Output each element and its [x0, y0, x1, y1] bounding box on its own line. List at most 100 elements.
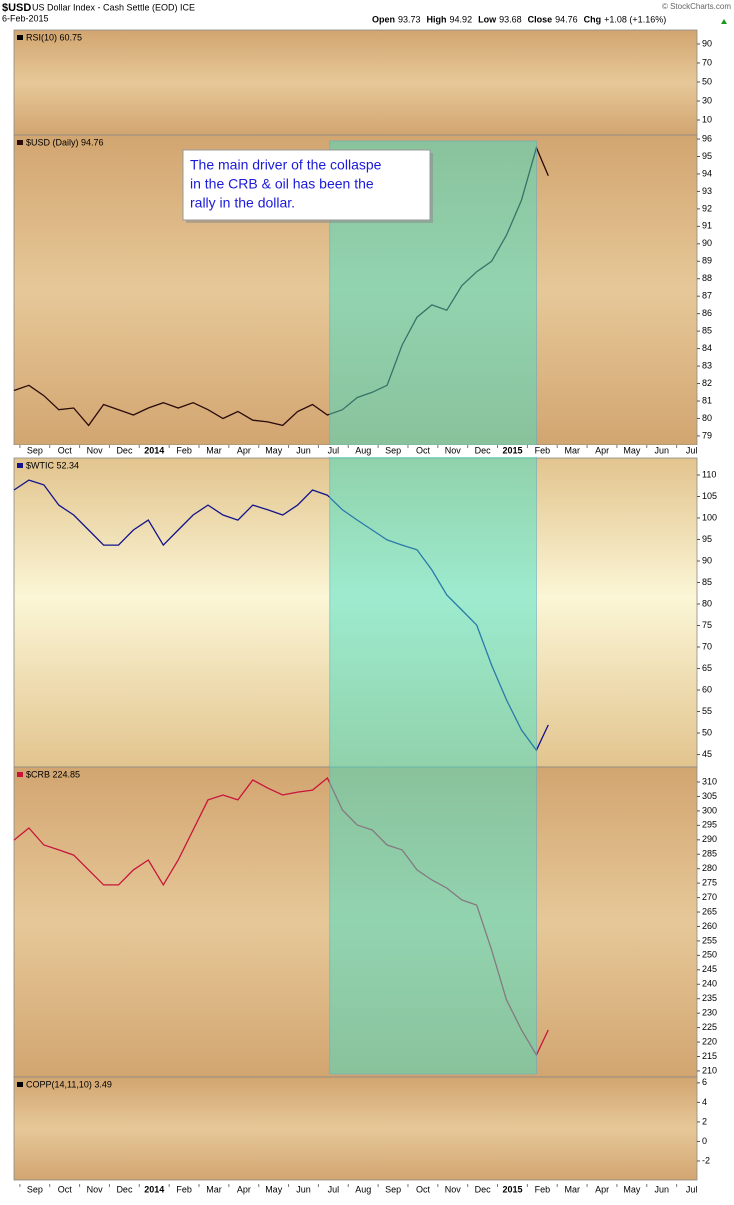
x-tick-label: Dec [116, 445, 133, 455]
x-tick-label: Nov [445, 1184, 462, 1194]
x-axis-band [0, 445, 734, 457]
y-tick-label: 280 [702, 863, 717, 873]
x-tick-label: Oct [58, 445, 73, 455]
y-tick-label: 90 [702, 238, 712, 248]
y-tick-label: -2 [702, 1155, 710, 1165]
y-tick-label: 86 [702, 308, 712, 318]
y-tick-label: 91 [702, 221, 712, 231]
panel-background [13, 1076, 698, 1181]
x-tick-label: Oct [416, 1184, 431, 1194]
x-tick-label: Apr [237, 1184, 251, 1194]
y-tick-label: 255 [702, 935, 717, 945]
x-tick-label: Jul [328, 1184, 340, 1194]
x-tick-label: Sep [27, 445, 43, 455]
y-tick-label: 225 [702, 1022, 717, 1032]
x-tick-label: Oct [416, 445, 431, 455]
y-tick-label: 110 [702, 469, 716, 479]
y-tick-label: 295 [702, 820, 717, 830]
x-tick-label: Jul [686, 1184, 698, 1194]
panel-title: RSI(10) 60.75 [26, 32, 82, 42]
x-tick-label: Jul [328, 445, 340, 455]
y-tick-label: 240 [702, 979, 717, 989]
quote-value: 93.73 [398, 14, 421, 24]
y-tick-label: 55 [702, 706, 712, 716]
x-tick-label: Feb [535, 1184, 551, 1194]
x-tick-label: Sep [385, 445, 401, 455]
x-tick-label: Dec [116, 1184, 133, 1194]
x-tick-label: Sep [27, 1184, 43, 1194]
x-tick-label: Dec [475, 1184, 492, 1194]
y-tick-label: 79 [702, 430, 712, 440]
instrument-name: US Dollar Index - Cash Settle (EOD) ICE [32, 2, 195, 12]
panel-background [13, 29, 698, 136]
y-tick-label: 95 [702, 151, 712, 161]
y-tick-label: 81 [702, 395, 712, 405]
y-tick-label: 90 [702, 555, 712, 565]
x-axis-band [0, 1184, 734, 1196]
legend-swatch [17, 772, 23, 777]
x-tick-label: Mar [206, 445, 222, 455]
x-tick-label: 2015 [503, 445, 523, 455]
y-tick-label: 85 [702, 326, 712, 336]
annotation-text: rally in the dollar. [190, 195, 295, 211]
panel-title: COPP(14,11,10) 3.49 [26, 1079, 112, 1089]
quote-label: Chg [584, 14, 602, 24]
quote-label: High [427, 14, 447, 24]
y-tick-label: 60 [702, 684, 712, 694]
quote-label: Close [528, 14, 553, 24]
x-tick-label: Jun [655, 445, 670, 455]
x-tick-label: Apr [595, 1184, 609, 1194]
y-tick-label: 260 [702, 921, 717, 931]
x-tick-label: Sep [385, 1184, 401, 1194]
y-tick-label: 30 [702, 95, 712, 105]
quote-value: 94.76 [555, 14, 578, 24]
shaded-range [329, 140, 537, 1075]
annotation-text: in the CRB & oil has been the [190, 176, 374, 192]
y-tick-label: 230 [702, 1008, 717, 1018]
symbol: $USD [2, 2, 31, 14]
x-tick-label: Nov [87, 1184, 104, 1194]
x-tick-label: Mar [564, 1184, 580, 1194]
quote-value: +1.08 (+1.16%) [604, 14, 666, 24]
quote-value: 93.68 [499, 14, 522, 24]
y-tick-label: 84 [702, 343, 712, 353]
x-tick-label: 2014 [144, 1184, 164, 1194]
y-tick-label: 70 [702, 57, 712, 67]
y-tick-label: 50 [702, 727, 712, 737]
x-tick-label: Jul [686, 445, 698, 455]
x-tick-label: Mar [206, 1184, 222, 1194]
y-tick-label: 83 [702, 360, 712, 370]
x-tick-label: Feb [535, 445, 551, 455]
legend-swatch [17, 1082, 23, 1087]
y-tick-label: 45 [702, 749, 712, 759]
x-tick-label: Nov [445, 445, 462, 455]
x-tick-label: Apr [237, 445, 251, 455]
x-tick-label: 2015 [503, 1184, 523, 1194]
y-tick-label: 80 [702, 413, 712, 423]
quote-label: Open [372, 14, 395, 24]
y-tick-label: 50 [702, 76, 712, 86]
x-tick-label: May [623, 445, 641, 455]
date: 6-Feb-2015 [2, 13, 49, 23]
y-tick-label: 75 [702, 620, 712, 630]
annotation-text: The main driver of the collaspe [190, 157, 382, 173]
x-tick-label: Jun [296, 445, 311, 455]
y-tick-label: 87 [702, 291, 712, 301]
annotation-box [182, 149, 431, 221]
x-tick-label: Mar [564, 445, 580, 455]
panel-title: $CRB 224.85 [26, 769, 80, 779]
y-tick-label: 70 [702, 641, 712, 651]
legend-swatch [17, 463, 23, 468]
y-tick-label: 95 [702, 534, 712, 544]
y-tick-label: 65 [702, 663, 712, 673]
y-tick-label: 305 [702, 791, 717, 801]
panel-title: $WTIC 52.34 [26, 460, 79, 470]
x-tick-label: Feb [176, 445, 192, 455]
y-tick-label: 80 [702, 598, 712, 608]
y-tick-label: 310 [702, 776, 717, 786]
y-tick-label: 4 [702, 1097, 707, 1107]
y-tick-label: 10 [702, 114, 712, 124]
y-tick-label: 275 [702, 878, 717, 888]
